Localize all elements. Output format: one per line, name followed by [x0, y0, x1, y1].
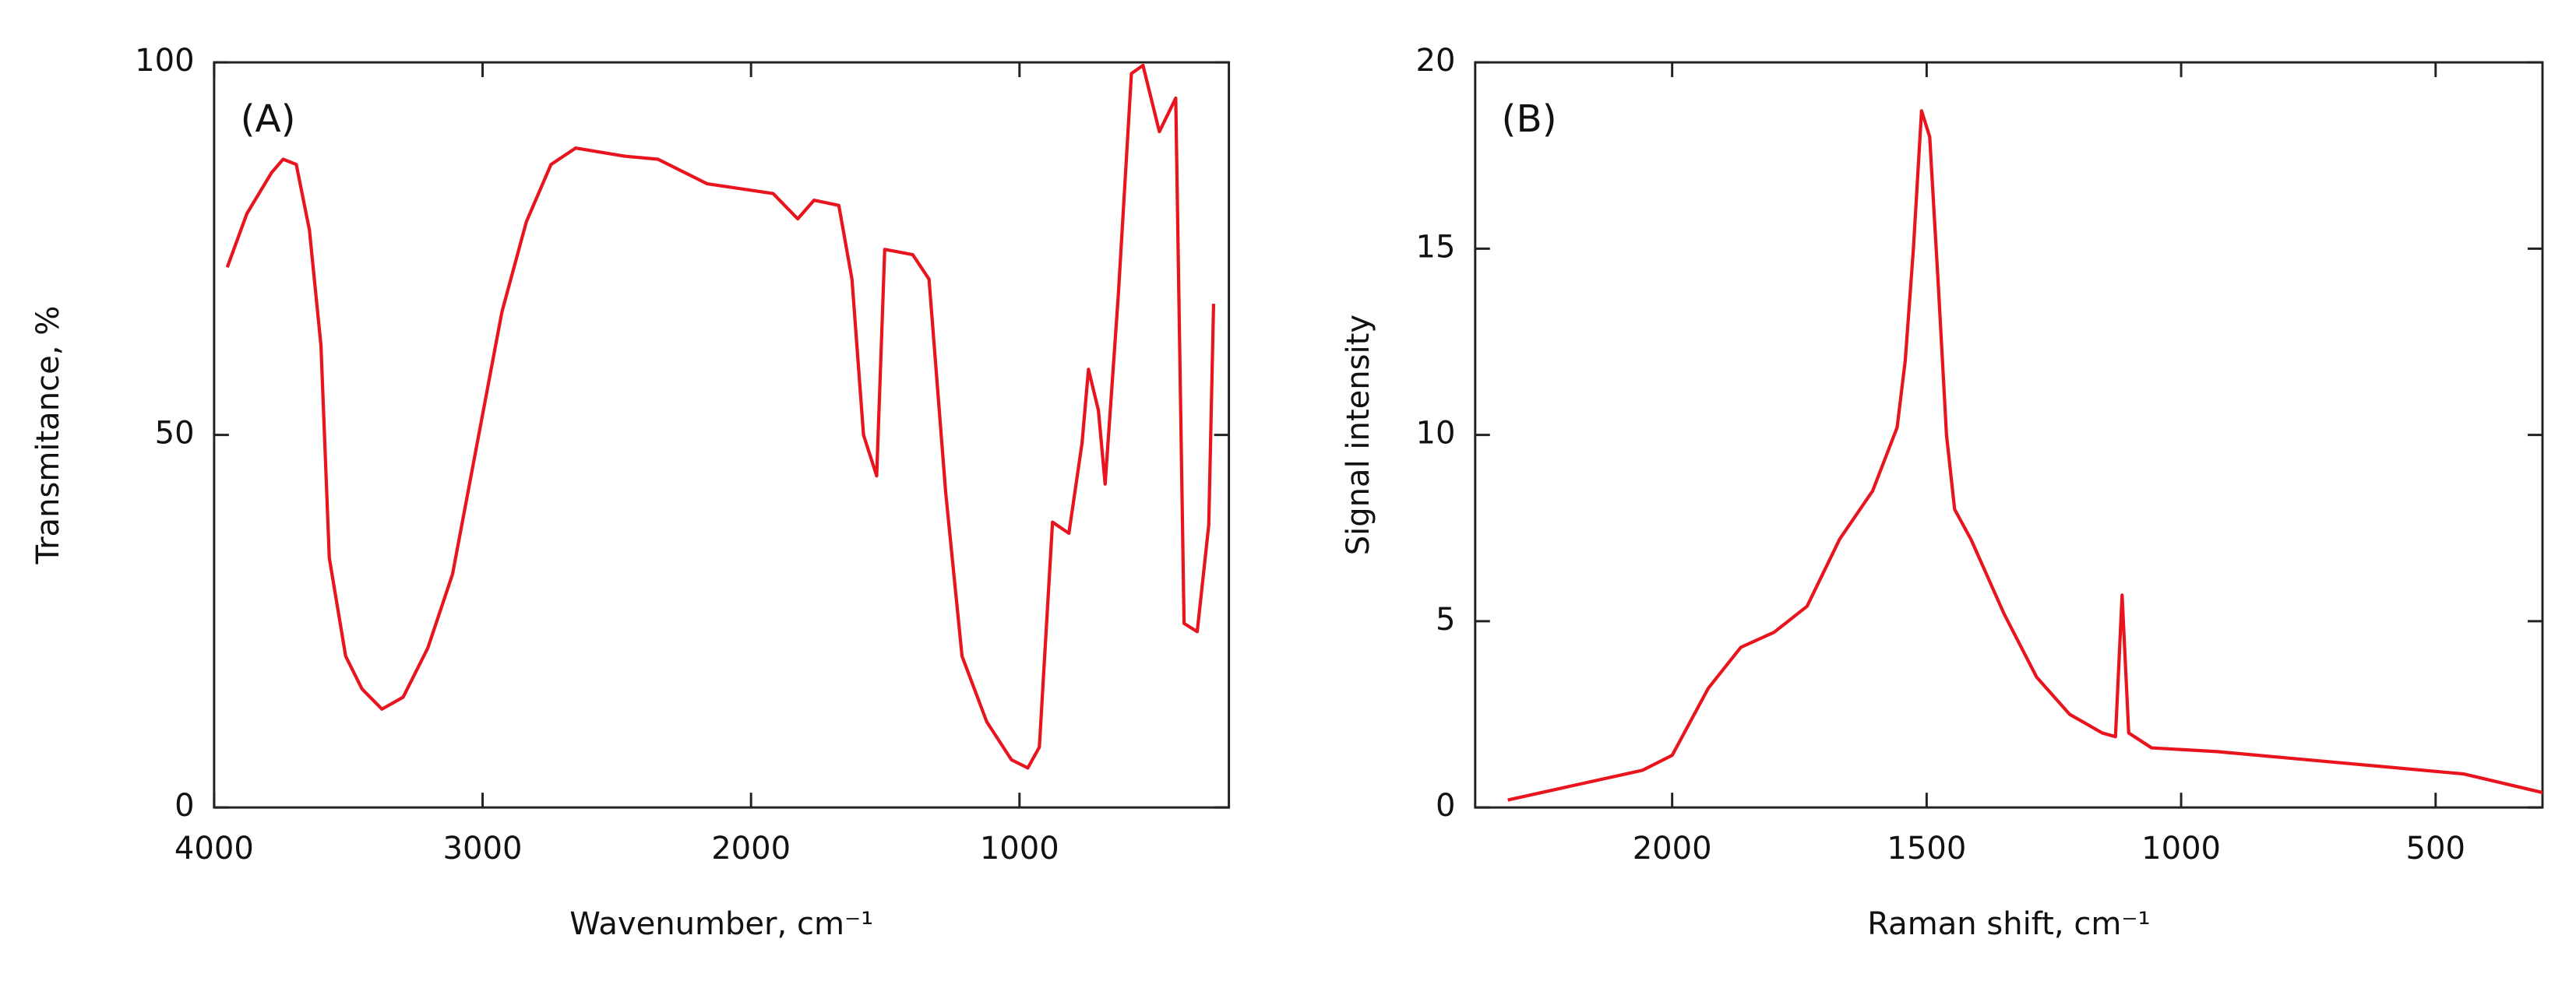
- plot-frame: [1474, 61, 2544, 809]
- y-tick-label: 0: [1436, 788, 1455, 824]
- x-tick-label: 2000: [711, 831, 791, 867]
- y-tick-label: 10: [1416, 416, 1456, 452]
- x-tick-label: 2000: [1633, 831, 1712, 867]
- y-axis-title: Signal intensity: [1341, 315, 1376, 555]
- y-tick-label: 15: [1416, 229, 1456, 265]
- x-tick-label: 1000: [2141, 831, 2221, 867]
- x-tick-label: 500: [2406, 831, 2465, 867]
- x-tick-label: 3000: [443, 831, 523, 867]
- panel-label: (B): [1502, 97, 1557, 141]
- y-tick-label: 0: [174, 788, 194, 824]
- plot-frame: [213, 61, 1231, 809]
- y-tick-label: 100: [135, 43, 194, 79]
- x-tick-label: 4000: [174, 831, 254, 867]
- y-tick-label: 20: [1416, 43, 1456, 79]
- spectrum-line: [1507, 109, 2543, 802]
- x-axis-title: Raman shift, cm⁻¹: [1867, 906, 2150, 942]
- x-tick-label: 1000: [980, 831, 1059, 867]
- y-tick-label: 50: [155, 416, 195, 452]
- spectrum-line: [225, 63, 1216, 770]
- y-axis-title: Transmitance, %: [30, 306, 66, 565]
- panel-label: (A): [241, 97, 296, 141]
- y-tick-label: 5: [1436, 602, 1455, 638]
- x-tick-label: 1500: [1887, 831, 1966, 867]
- x-axis-title: Wavenumber, cm⁻¹: [569, 906, 873, 942]
